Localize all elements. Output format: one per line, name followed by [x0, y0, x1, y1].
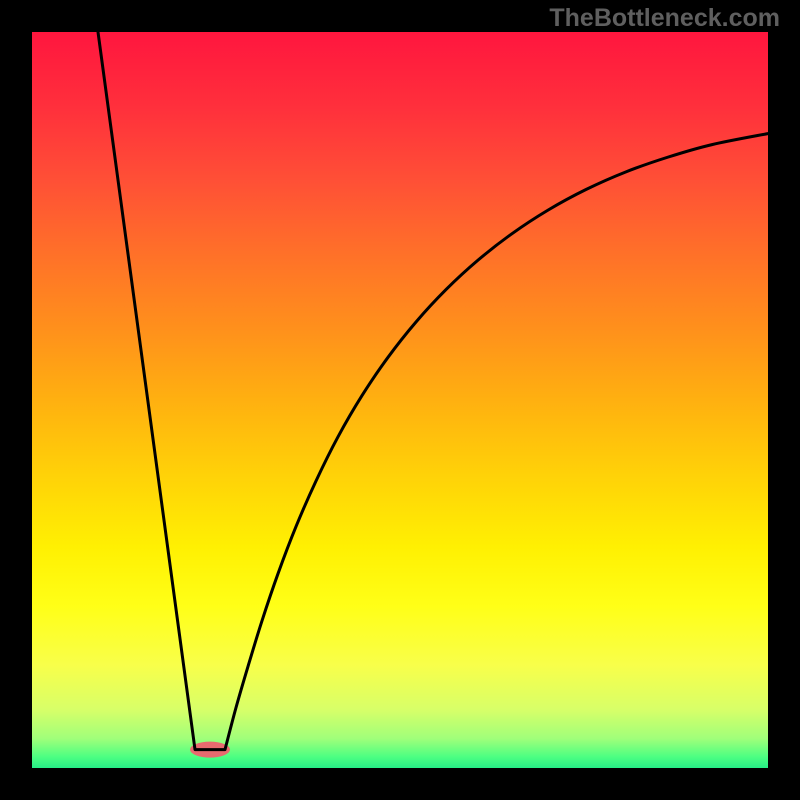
plot-area	[32, 32, 768, 768]
curve-layer	[32, 32, 768, 768]
v-curve	[98, 32, 768, 750]
chart-stage: TheBottleneck.com	[0, 0, 800, 800]
watermark-text: TheBottleneck.com	[549, 4, 780, 33]
